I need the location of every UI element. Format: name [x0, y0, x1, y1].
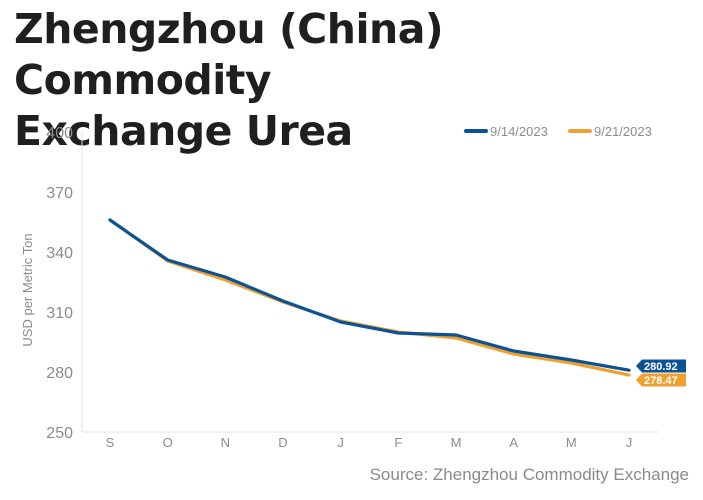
end-label-box	[636, 359, 686, 373]
y-tick-label: 400	[46, 125, 73, 142]
legend-item-0: 9/14/2023	[464, 124, 548, 139]
x-tick-label: S	[106, 435, 115, 450]
legend-label: 9/21/2023	[594, 124, 652, 139]
y-axis-label: USD per Metric Ton	[20, 233, 35, 346]
x-tick-label: N	[221, 435, 230, 450]
end-label-0: 280.92	[636, 359, 686, 373]
y-axis: 400 370 340 310 280 250 USD per Metric Ton	[20, 125, 83, 442]
series-line-0	[108, 218, 631, 372]
y-tick-label: 280	[46, 365, 73, 382]
chart-title: Zhengzhou (China) Commodity Exchange Urea	[14, 4, 694, 157]
x-tick-label: O	[163, 435, 173, 450]
chart-title-line-1: Zhengzhou (China) Commodity	[14, 5, 444, 104]
series-line-1	[108, 218, 631, 377]
end-label-box	[636, 373, 686, 387]
x-tick-label: D	[278, 435, 287, 450]
x-tick-label: J	[626, 435, 633, 450]
end-label-text: 278.47	[644, 375, 678, 387]
y-tick-label: 250	[46, 425, 73, 442]
legend-item-1: 9/21/2023	[568, 124, 652, 139]
series-lines	[108, 218, 631, 377]
y-tick-label: 340	[46, 245, 73, 262]
legend: 9/14/2023 9/21/2023	[464, 124, 652, 139]
x-tick-label: J	[337, 435, 344, 450]
end-labels: 280.92 278.47	[636, 359, 686, 387]
y-tick-label: 370	[46, 185, 73, 202]
source-note: Source: Zhengzhou Commodity Exchange	[369, 465, 689, 484]
y-tick-labels: 400 370 340 310 280 250	[46, 125, 73, 442]
x-tick-label: M	[566, 435, 577, 450]
legend-label: 9/14/2023	[490, 124, 548, 139]
x-tick-label: M	[451, 435, 462, 450]
chart-title-line-2: Exchange Urea	[14, 107, 353, 155]
x-tick-label: F	[394, 435, 402, 450]
end-label-1: 278.47	[636, 373, 686, 387]
end-label-text: 280.92	[644, 361, 678, 373]
y-tick-label: 310	[46, 305, 73, 322]
x-tick-label: A	[509, 435, 518, 450]
